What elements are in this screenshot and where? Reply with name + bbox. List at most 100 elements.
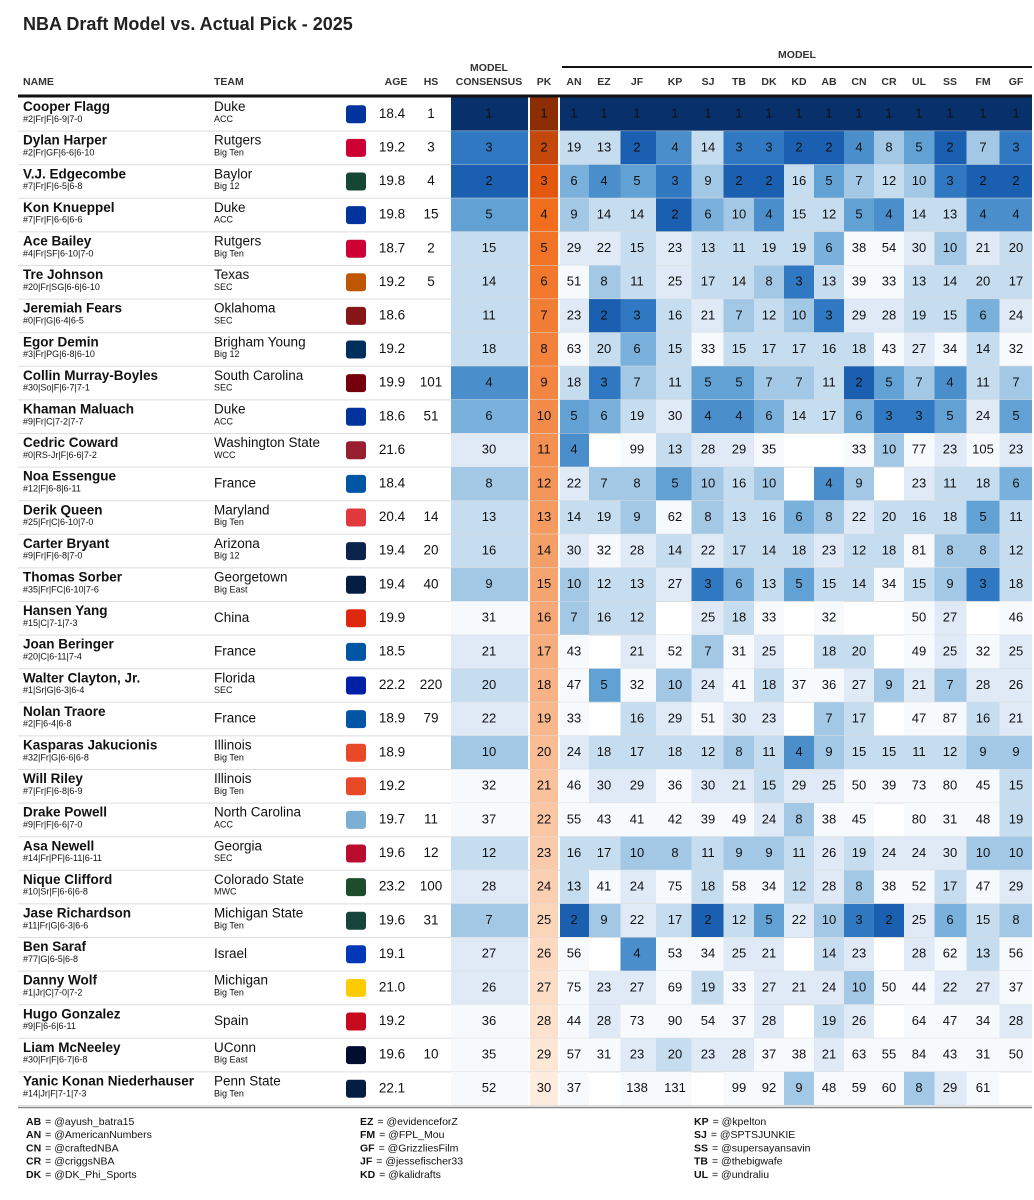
hs-rank: 101 [420, 375, 443, 390]
consensus: 10 [482, 744, 496, 759]
model-cell [723, 870, 754, 904]
model-rank: 18 [701, 879, 715, 894]
model-rank: 84 [912, 1047, 926, 1062]
model-rank: 5 [1012, 408, 1019, 423]
model-cell [691, 769, 724, 804]
model-rank: 3 [946, 173, 953, 188]
model-cell [814, 198, 844, 232]
model-cell [723, 332, 754, 367]
model-cell [844, 903, 874, 938]
model-rank: 23 [1009, 442, 1023, 457]
pick-cell [530, 231, 558, 266]
column-header: AGE [385, 76, 408, 88]
model-cell [844, 467, 874, 501]
model-rank: 21 [976, 240, 990, 255]
team-logo [346, 676, 366, 695]
model-rank: 4 [885, 207, 892, 222]
pick: 13 [537, 509, 551, 524]
legend-entry: TB = @thebigwafe [694, 1155, 783, 1167]
model-cell [754, 231, 784, 266]
conference: Big Ten [214, 752, 244, 762]
column-header: KP [668, 76, 683, 88]
model-cell [874, 299, 904, 333]
pick-cell [530, 534, 558, 568]
conference: SEC [214, 282, 233, 292]
team-logo [346, 945, 366, 964]
model-cell [691, 467, 724, 501]
pick: 1 [540, 106, 547, 121]
model-cell [723, 366, 754, 400]
model-rank: 18 [943, 509, 957, 524]
legend-handle: = @DK_Phi_Sports [45, 1169, 137, 1181]
model-rank: 15 [630, 240, 644, 255]
model-rank: 10 [852, 979, 866, 994]
legend-code: DK [26, 1169, 42, 1181]
conference: Big Ten [214, 147, 244, 157]
model-rank: 34 [882, 576, 896, 591]
model-cell [754, 265, 784, 300]
model-cell [560, 1071, 589, 1106]
model-cell [999, 433, 1032, 468]
hs-rank: 2 [427, 240, 435, 255]
model-cell [844, 567, 874, 602]
conference: SEC [214, 315, 233, 325]
model-rank: 47 [567, 677, 581, 692]
consensus: 5 [485, 207, 492, 222]
legend-handle: = @evidenceforZ [377, 1116, 458, 1128]
model-rank: 30 [597, 778, 611, 793]
legend-entry: DK = @DK_Phi_Sports [26, 1169, 137, 1181]
model-rank: 2 [979, 173, 986, 188]
pick: 22 [537, 811, 551, 826]
model-cell [754, 198, 784, 232]
model-cell [874, 836, 904, 871]
model-rank: 7 [915, 375, 922, 390]
model-cell [723, 433, 754, 468]
model-rank: 13 [597, 139, 611, 154]
model-cell [874, 534, 904, 568]
model-cell [723, 231, 754, 266]
model-rank: 31 [943, 811, 957, 826]
model-rank: 22 [567, 475, 581, 490]
legend-handle: = @GrizzliesFilm [379, 1142, 459, 1154]
pick: 15 [537, 576, 551, 591]
model-cell [966, 1038, 1000, 1072]
model-cell [560, 131, 589, 165]
model-cell [784, 97, 814, 132]
consensus-cell [451, 769, 528, 804]
model-rank: 11 [762, 744, 776, 759]
model-rank: 43 [567, 643, 581, 658]
team-logo [346, 609, 366, 628]
player-name: Khaman Maluach [23, 401, 134, 416]
model-cell [589, 803, 621, 837]
model-rank: 10 [762, 475, 776, 490]
model-cell [784, 1038, 814, 1072]
model-rank: 17 [792, 341, 806, 356]
model-rank: 11 [732, 240, 746, 255]
model-cell [999, 903, 1032, 938]
model-rank: 14 [943, 274, 957, 289]
player-name: Yanic Konan Niederhauser [23, 1073, 195, 1088]
consensus-cell [451, 903, 528, 938]
model-cell [904, 870, 935, 904]
model-cell [589, 265, 621, 300]
model-cell [656, 534, 692, 568]
model-rank: 37 [762, 1047, 776, 1062]
model-cell [754, 803, 784, 837]
legend-handle: = @SPTSJUNKIE [711, 1129, 795, 1141]
consensus-cell [451, 601, 528, 636]
column-header: HS [424, 76, 439, 88]
model-cell [754, 433, 784, 468]
model-rank: 18 [792, 543, 806, 558]
model-rank: 15 [1009, 778, 1023, 793]
model-rank: 16 [732, 475, 746, 490]
column-header: GF [1009, 76, 1024, 88]
model-cell [723, 735, 754, 770]
team-logo [346, 206, 366, 225]
team-logo [346, 810, 366, 829]
model-rank: 4 [570, 442, 577, 457]
team: Penn State [214, 1073, 281, 1088]
model-cell [656, 164, 692, 199]
model-cell [814, 601, 844, 636]
model-rank: 14 [912, 207, 926, 222]
model-cell [754, 702, 784, 736]
